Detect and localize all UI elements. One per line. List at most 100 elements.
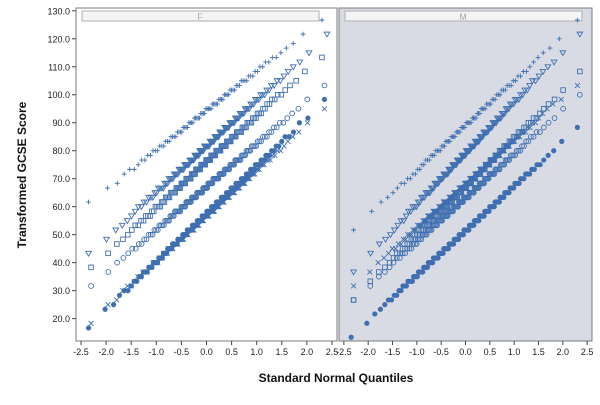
data-point-x	[419, 222, 425, 229]
data-point-plus	[473, 115, 479, 121]
data-point-circle-filled	[460, 232, 466, 238]
data-point-plus	[190, 120, 196, 126]
data-point-x	[535, 115, 542, 121]
data-point-triangle-down	[270, 82, 278, 90]
data-point-plus	[237, 83, 242, 88]
data-point-square	[560, 87, 566, 93]
data-point-circle-open	[135, 241, 142, 247]
data-point-square	[302, 68, 308, 75]
data-point-plus	[390, 190, 396, 196]
data-point-x	[88, 320, 94, 326]
data-point-x	[544, 106, 550, 112]
data-point-triangle-down	[523, 87, 531, 94]
data-point-circle-open	[143, 236, 150, 243]
data-point-x	[304, 120, 311, 126]
data-point-plus	[255, 69, 260, 74]
data-point-x	[411, 227, 418, 233]
data-point-x	[512, 138, 518, 145]
data-point-plus	[531, 59, 537, 65]
data-point-circle-open	[521, 143, 527, 149]
data-point-circle-filled	[246, 171, 253, 177]
data-point-plus	[220, 97, 226, 102]
data-point-circle-filled	[110, 302, 117, 308]
data-point-circle-filled	[388, 297, 395, 303]
data-point-circle-filled	[531, 166, 537, 172]
data-point-plus	[457, 129, 463, 135]
data-point-circle-filled	[377, 306, 384, 312]
data-point-x	[550, 101, 556, 107]
data-point-triangle-down	[416, 199, 424, 206]
data-point-circle-filled	[198, 218, 205, 224]
data-point-plus	[394, 185, 400, 191]
data-point-plus	[86, 199, 91, 205]
data-point-triangle-down	[412, 204, 421, 211]
points-m	[348, 17, 584, 340]
data-point-x	[277, 147, 284, 154]
data-point-circle-filled	[116, 292, 123, 298]
data-point-square	[271, 96, 278, 103]
data-point-x	[256, 166, 262, 173]
data-point-x	[385, 250, 392, 257]
data-point-plus	[431, 152, 437, 158]
data-point-circle-filled	[279, 138, 285, 144]
data-point-circle-filled	[420, 269, 426, 275]
x-tick-label: 0.0	[200, 347, 213, 357]
data-point-circle-open	[537, 129, 543, 135]
x-tick-label: -1.0	[409, 347, 425, 357]
data-point-x	[408, 231, 415, 238]
data-point-x	[504, 143, 510, 149]
data-point-x	[421, 217, 427, 224]
data-point-triangle-down	[112, 227, 120, 234]
data-point-circle-open	[376, 273, 382, 280]
data-point-triangle-down	[426, 190, 434, 197]
data-point-circle-open	[402, 250, 408, 257]
data-point-circle-filled	[266, 152, 273, 158]
data-point-plus	[105, 185, 110, 191]
data-point-triangle-down	[386, 232, 394, 239]
data-point-circle-open	[404, 245, 411, 252]
data-point-triangle-down	[195, 152, 203, 160]
data-point-circle-open	[284, 115, 291, 121]
data-point-circle-filled	[261, 157, 267, 163]
data-point-circle-open	[367, 283, 374, 289]
data-point-square	[319, 54, 325, 61]
data-point-triangle-down	[375, 241, 383, 248]
data-point-circle-open	[350, 297, 357, 303]
data-point-square	[282, 87, 288, 93]
data-point-circle-filled	[440, 250, 446, 256]
data-point-x	[413, 227, 419, 233]
data-point-triangle-down	[407, 208, 415, 216]
data-point-plus	[127, 166, 133, 172]
data-point-circle-filled	[430, 260, 436, 266]
y-tick-label: 70.0	[52, 174, 70, 184]
data-point-triangle-down	[149, 194, 157, 202]
data-point-plus	[502, 87, 508, 93]
data-point-circle-open	[525, 138, 532, 145]
data-point-circle-filled	[541, 157, 547, 163]
data-point-square	[545, 101, 552, 107]
data-point-x	[285, 138, 291, 145]
data-point-square	[278, 91, 284, 98]
data-point-circle-filled	[414, 274, 420, 280]
x-tick-label: 1.5	[532, 347, 545, 357]
data-point-circle-filled	[559, 138, 565, 144]
data-point-plus	[155, 148, 161, 154]
y-axis-label: Transformed GCSE Score	[15, 101, 29, 248]
data-point-circle-filled	[466, 227, 472, 233]
data-point-square	[105, 250, 111, 257]
data-point-triangle-down	[501, 110, 509, 118]
data-point-x	[500, 147, 506, 154]
data-point-circle-open	[105, 269, 112, 275]
data-point-circle-filled	[305, 115, 311, 121]
y-tick-label: 40.0	[52, 258, 70, 268]
data-point-circle-filled	[223, 194, 229, 200]
data-point-circle-open	[510, 152, 517, 159]
data-point-circle-open	[551, 115, 558, 121]
data-point-triangle-down	[479, 134, 487, 141]
x-tick-label: 2.0	[557, 347, 570, 357]
data-point-triangle-down	[350, 269, 358, 276]
data-point-circle-filled	[251, 166, 257, 172]
data-point-x	[448, 194, 455, 201]
data-point-x	[290, 134, 296, 140]
